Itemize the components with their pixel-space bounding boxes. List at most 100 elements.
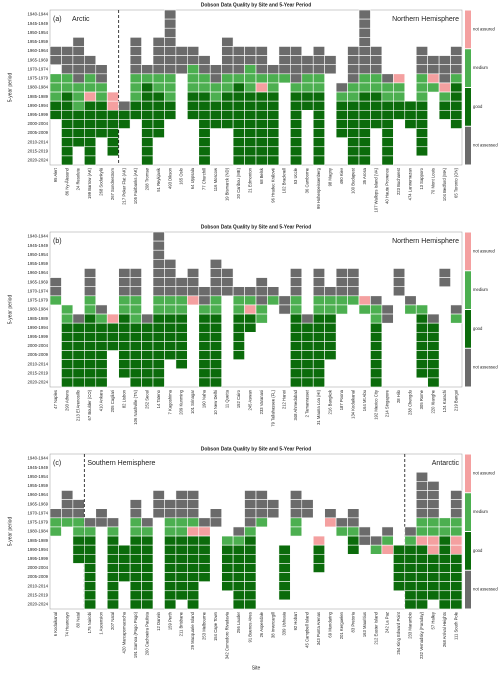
y-tick-label: 1970-1974 — [27, 510, 48, 515]
cell — [129, 109, 142, 120]
x-tick-label: 111 South Pole — [453, 611, 458, 640]
cell — [255, 137, 268, 148]
cell — [450, 46, 463, 56]
cell — [244, 128, 257, 138]
cell — [221, 82, 234, 93]
cell — [72, 350, 85, 360]
cell — [118, 350, 131, 360]
cell — [72, 64, 85, 75]
cell — [221, 286, 234, 297]
cell — [198, 526, 211, 537]
cell — [415, 590, 428, 601]
cell — [118, 331, 131, 342]
x-tick-label: 205 Cagliari — [110, 390, 115, 412]
cell — [72, 359, 85, 370]
cell — [198, 295, 211, 306]
cell — [72, 91, 85, 102]
cell — [347, 526, 360, 537]
x-tick-label: 29 Macquarie Island — [190, 611, 195, 649]
cell — [175, 553, 188, 564]
cell — [175, 499, 188, 510]
cell — [141, 82, 154, 93]
y-tick-label: 2020-2024 — [27, 380, 48, 385]
cell — [312, 341, 325, 351]
cell — [232, 590, 245, 601]
cell — [141, 544, 154, 555]
cell — [347, 73, 360, 84]
cell — [106, 331, 119, 342]
cell — [244, 146, 257, 157]
cell — [129, 304, 142, 315]
cell — [106, 553, 119, 564]
x-tick-label: 31 Mauna Loa (HI) — [316, 389, 321, 425]
cell — [255, 499, 268, 510]
cell — [164, 535, 177, 546]
cell — [61, 490, 74, 500]
x-tick-label: 69 Mundaring — [327, 611, 332, 637]
cell — [393, 544, 406, 555]
cell — [438, 55, 451, 66]
cell — [129, 37, 142, 47]
cell — [232, 304, 245, 315]
cell — [370, 55, 383, 66]
cell — [415, 526, 428, 537]
cell — [438, 581, 451, 592]
cell — [118, 109, 131, 120]
cell — [347, 286, 360, 297]
cell — [84, 581, 97, 592]
x-tick-label: 19 Bismarck (ND) — [224, 167, 229, 201]
y-tick-label: 1970-1974 — [27, 66, 48, 71]
region-label: Southern Hemisphere — [87, 460, 155, 467]
cell — [312, 535, 325, 546]
cell — [427, 359, 440, 370]
cell — [335, 119, 348, 129]
cell — [347, 64, 360, 75]
y-tick-label: 1965-1969 — [27, 57, 48, 62]
cell — [267, 128, 280, 138]
cell — [72, 73, 85, 84]
cell — [118, 100, 131, 111]
cell — [129, 572, 142, 582]
cell — [290, 73, 303, 84]
cell — [198, 517, 211, 528]
x-tick-label: 45 Campbell Island — [305, 611, 310, 648]
cell — [106, 590, 119, 601]
chart-title: Dobson Data Quality by Site and 5-Year P… — [201, 2, 312, 8]
cell — [312, 295, 325, 306]
cell — [290, 350, 303, 360]
cell — [152, 304, 165, 315]
cell — [415, 341, 428, 351]
x-tick-label: 348 Ahmedabad — [293, 389, 298, 420]
cell — [84, 91, 97, 102]
cell — [335, 286, 348, 297]
cell — [221, 277, 234, 288]
cell — [335, 517, 348, 528]
cell — [175, 277, 188, 288]
y-tick-label: 1975-1979 — [27, 76, 48, 81]
cell — [129, 526, 142, 537]
cell — [290, 137, 303, 148]
cell — [187, 490, 200, 500]
cell — [141, 590, 154, 601]
cell — [61, 137, 74, 148]
x-tick-label: 1 Ascension — [99, 611, 104, 634]
cell — [152, 249, 165, 260]
cell — [61, 119, 74, 129]
cell — [175, 322, 188, 333]
cell — [267, 146, 280, 157]
cell — [152, 322, 165, 333]
x-tick-label: 14 Tateno — [156, 389, 161, 408]
cell — [209, 277, 222, 288]
cell — [370, 295, 383, 306]
cell — [152, 268, 165, 278]
cell — [95, 109, 108, 120]
cell — [129, 82, 142, 93]
cell — [106, 109, 119, 120]
colorbar-label: good — [473, 548, 483, 553]
y-tick-label: 1965-1969 — [27, 279, 48, 284]
cell — [49, 508, 62, 519]
cell — [141, 563, 154, 573]
cell — [187, 286, 200, 297]
cell — [84, 517, 97, 528]
